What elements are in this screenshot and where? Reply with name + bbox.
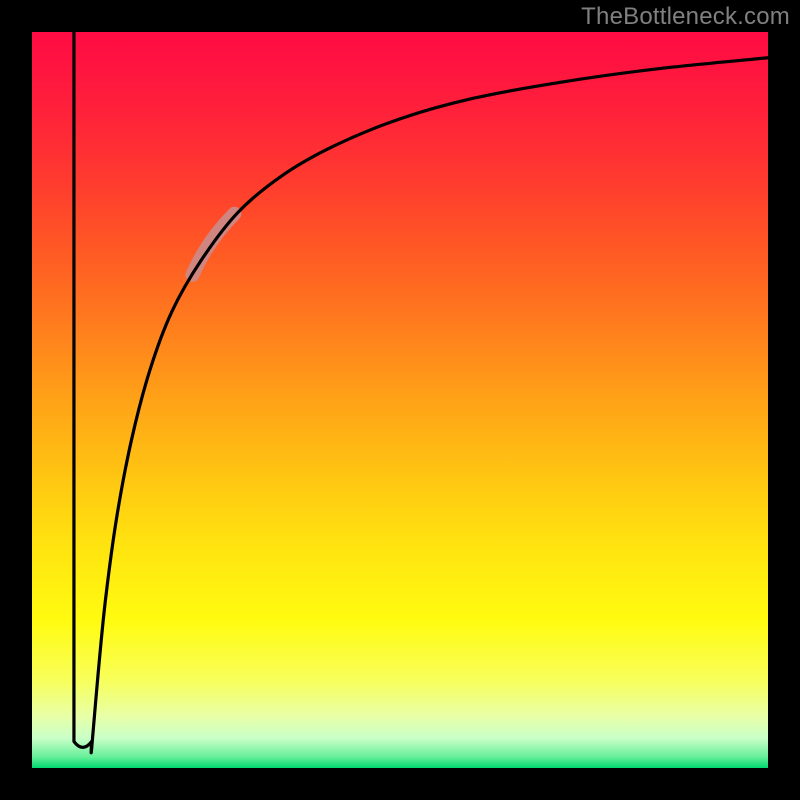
plot-svg [0, 0, 800, 800]
stage: TheBottleneck.com [0, 0, 800, 800]
